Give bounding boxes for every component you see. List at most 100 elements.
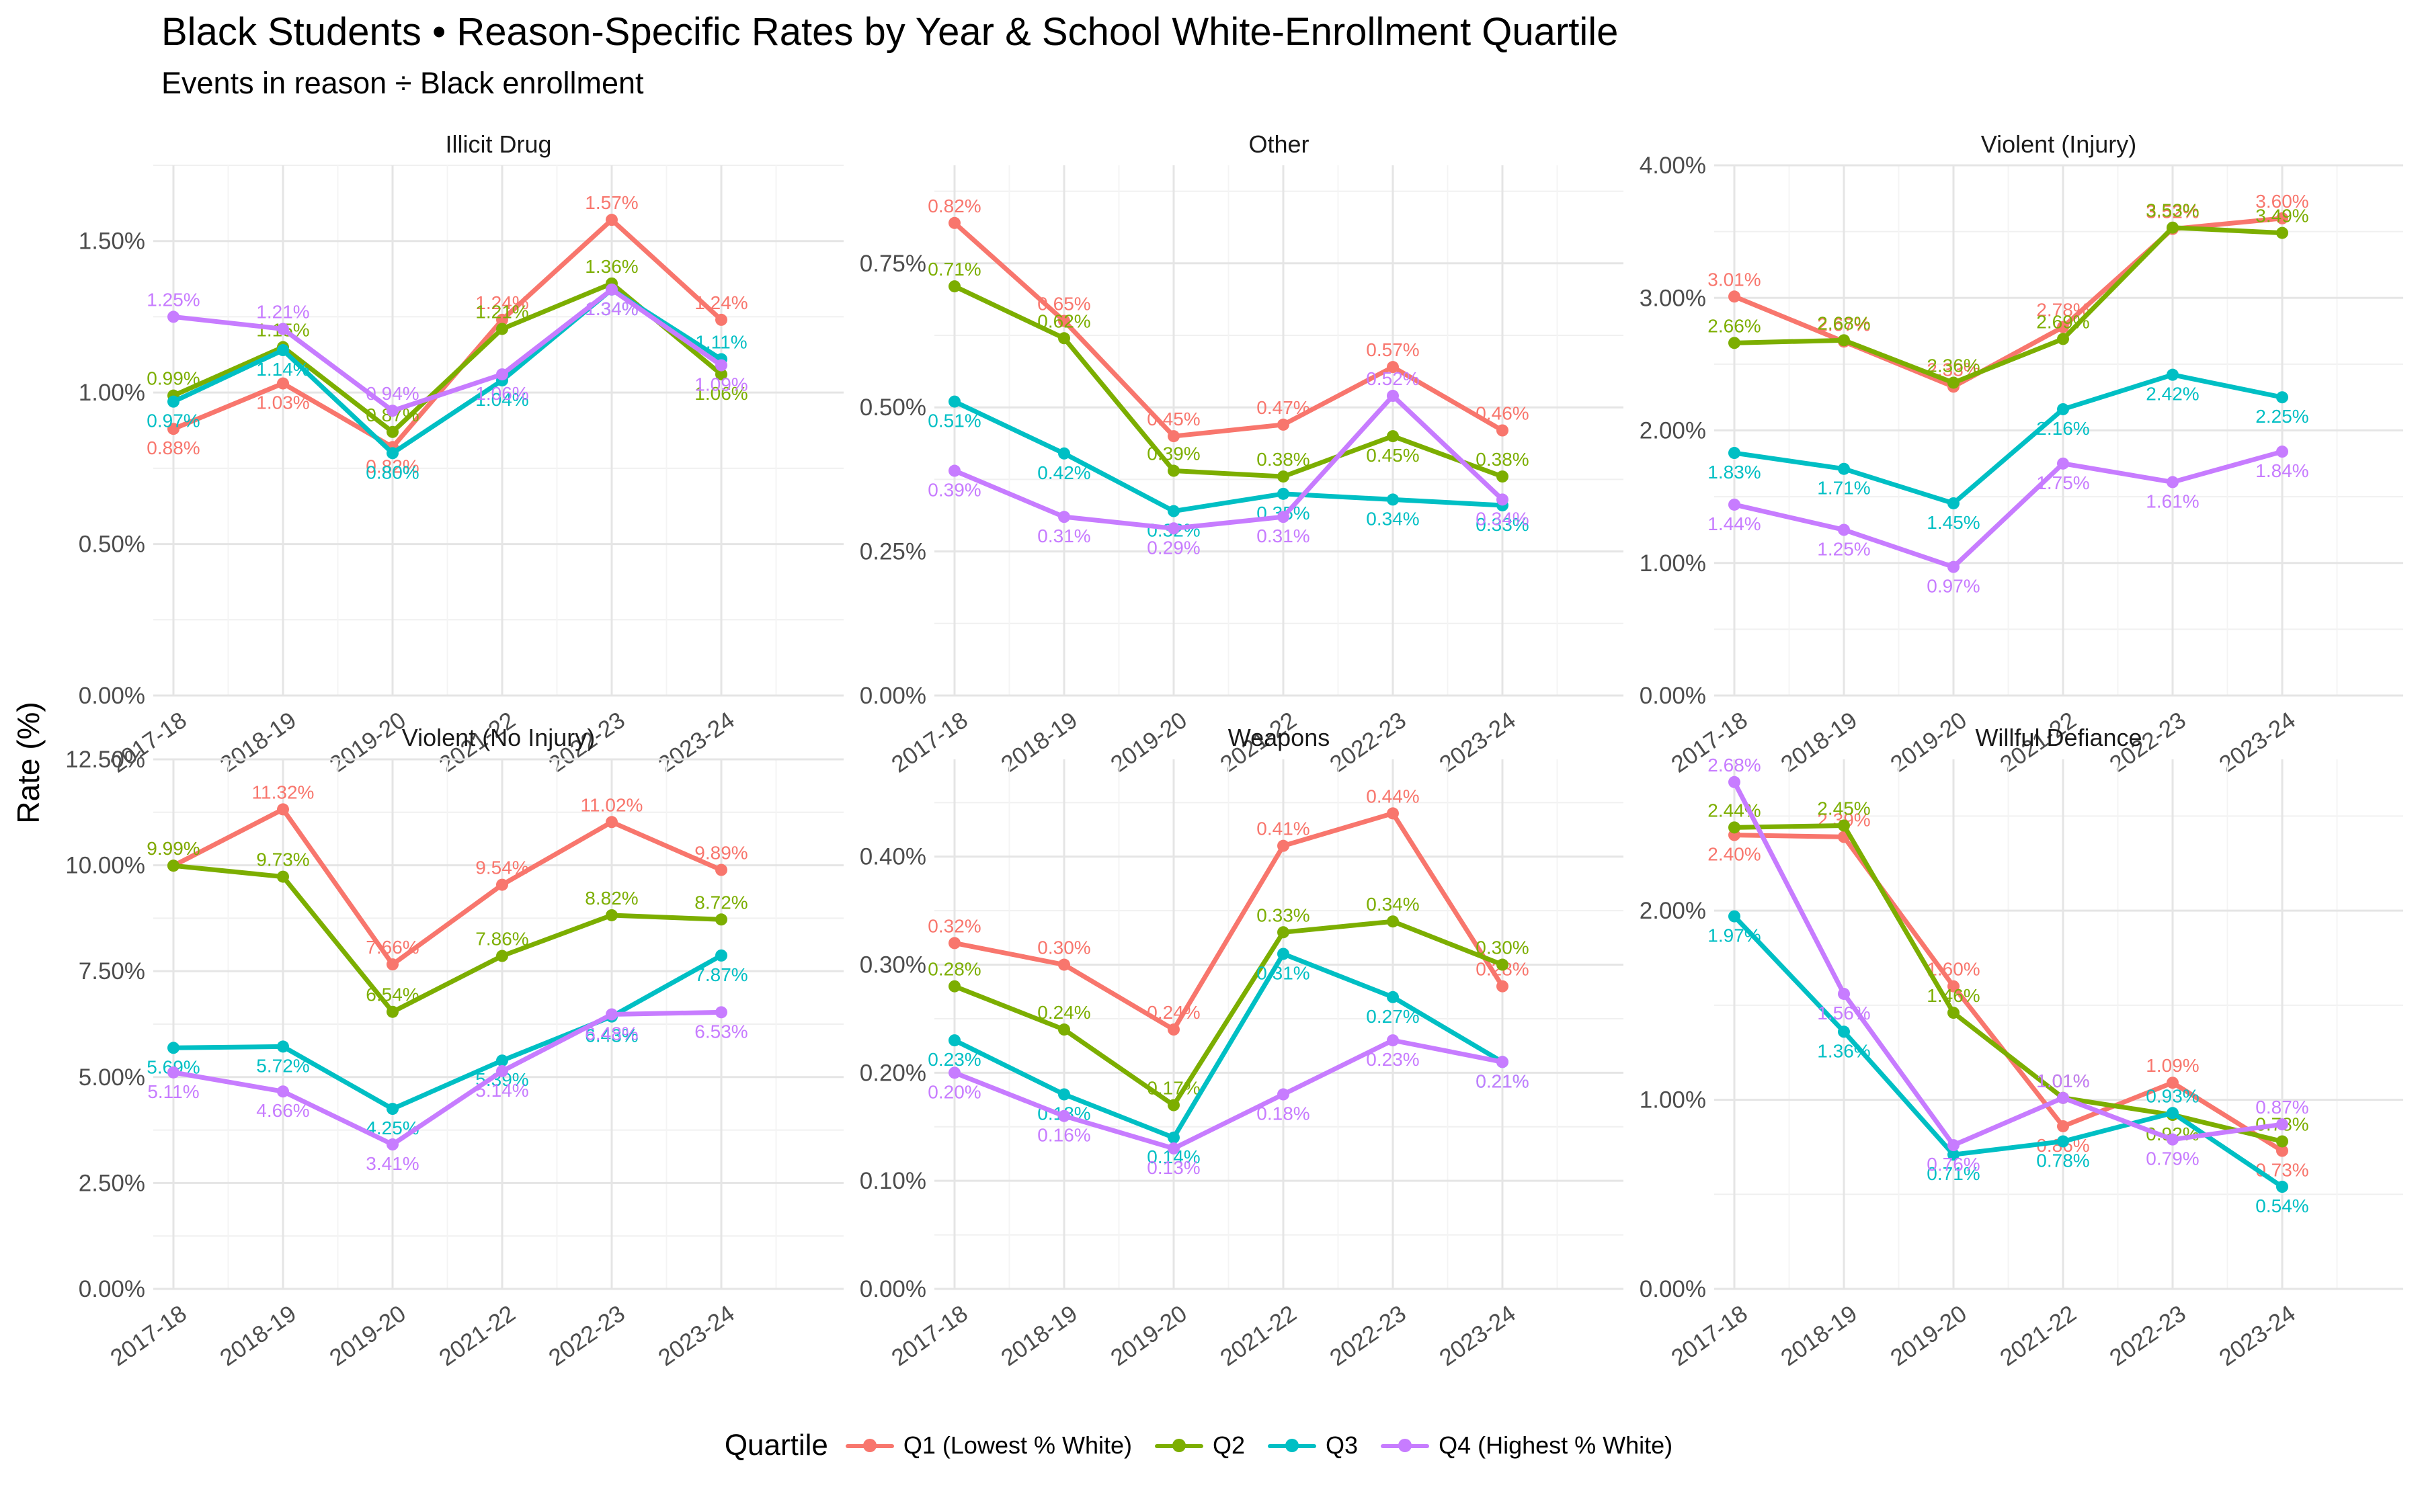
data-label-q3: 1.71% — [1817, 478, 1870, 499]
data-point-q3 — [949, 395, 961, 408]
series-line-q2-violent-injury — [1732, 225, 2285, 385]
y-tick-label: 1.00% — [1640, 550, 1706, 577]
data-point-q1 — [277, 803, 289, 816]
data-label-q1: 2.67% — [1817, 314, 1870, 335]
data-point-q4 — [277, 323, 289, 335]
data-label-q2: 0.30% — [1476, 937, 1529, 958]
data-label-q1: 0.46% — [1476, 403, 1529, 424]
data-point-q2 — [1947, 376, 1960, 389]
data-label-q4: 0.94% — [366, 383, 419, 404]
data-point-q4 — [1728, 775, 1740, 788]
data-label-q4: 1.34% — [585, 298, 638, 319]
data-label-q4: 1.09% — [694, 374, 748, 395]
data-label-q1: 0.24% — [1147, 1002, 1200, 1023]
data-label-q4: 0.39% — [928, 480, 981, 501]
x-tick-label: 2021-22 — [1215, 1300, 1301, 1372]
data-label-q1: 0.32% — [928, 915, 981, 936]
data-label-q2: 0.34% — [1366, 894, 1419, 915]
data-point-q4 — [2276, 446, 2288, 458]
series-line-q4-violent-injury — [1732, 449, 2285, 570]
legend-label-q4: Q4 (Highest % White) — [1439, 1431, 1673, 1459]
data-point-q4 — [1168, 1142, 1180, 1154]
data-label-q2: 0.17% — [1147, 1078, 1200, 1099]
y-tick-label: 0.00% — [79, 683, 145, 709]
data-point-q2 — [277, 870, 289, 883]
data-point-q3 — [1728, 447, 1740, 460]
data-point-q4 — [2167, 476, 2179, 489]
data-label-q1: 1.03% — [256, 392, 309, 413]
x-tick-label: 2023-24 — [2214, 1300, 2300, 1372]
series-line-q2-violent-no-injury — [171, 863, 724, 1015]
data-label-q4: 0.76% — [1927, 1154, 1980, 1175]
data-point-q1 — [2057, 321, 2069, 333]
y-axis-label: Rate (%) — [11, 702, 46, 823]
data-point-q3 — [1058, 1088, 1070, 1101]
data-point-q2 — [1496, 470, 1508, 483]
data-point-q3 — [167, 1042, 179, 1054]
data-point-q3 — [277, 1040, 289, 1053]
data-label-q2: 1.01% — [2036, 1070, 2089, 1091]
y-tick-label: 0.40% — [860, 844, 926, 870]
data-point-q3 — [1838, 462, 1850, 475]
data-point-q1 — [1168, 1023, 1180, 1036]
data-label-q4: 6.53% — [694, 1021, 748, 1042]
data-point-q1 — [2167, 1077, 2179, 1089]
data-point-q4 — [1947, 560, 1960, 573]
data-point-q2 — [2276, 226, 2288, 239]
data-point-q4 — [1838, 987, 1850, 1000]
data-point-q4 — [715, 359, 727, 372]
y-tick-label: 0.00% — [1640, 1276, 1706, 1302]
data-point-q1 — [949, 937, 961, 950]
data-label-q4: 0.87% — [2255, 1097, 2308, 1118]
data-point-q3 — [277, 344, 289, 357]
data-label-q1: 9.89% — [694, 843, 748, 864]
x-tick-label: 2017-18 — [887, 707, 973, 778]
data-label-q3: 2.16% — [2036, 418, 2089, 439]
data-point-q1 — [606, 816, 618, 829]
data-point-q1 — [2057, 1120, 2069, 1132]
data-label-q4: 1.06% — [475, 383, 528, 404]
x-tick-label: 2019-20 — [325, 1300, 411, 1372]
data-label-q4: 1.84% — [2255, 460, 2308, 481]
data-point-q4 — [606, 283, 618, 296]
data-label-q2: 0.24% — [1037, 1002, 1090, 1023]
y-tick-label: 4.00% — [1640, 153, 1706, 179]
data-label-q4: 0.21% — [1476, 1070, 1529, 1091]
x-tick-label: 2017-18 — [887, 1300, 973, 1372]
data-point-q3 — [1168, 1131, 1180, 1144]
data-point-q1 — [606, 214, 618, 226]
data-point-q2 — [606, 909, 618, 921]
data-label-q4: 5.11% — [147, 1081, 199, 1102]
panel-title-illicit-drug: Illicit Drug — [445, 130, 551, 158]
data-label-q1: 7.66% — [366, 937, 419, 958]
data-point-q1 — [277, 377, 289, 390]
data-point-q4 — [1496, 493, 1508, 506]
data-point-q3 — [387, 1103, 399, 1116]
data-point-q2 — [715, 913, 727, 926]
data-point-q1 — [1058, 958, 1070, 971]
y-tick-label: 12.50% — [65, 747, 145, 773]
data-label-q3: 1.83% — [1707, 462, 1761, 482]
y-tick-label: 0.20% — [860, 1060, 926, 1086]
data-point-q4 — [1058, 1109, 1070, 1122]
data-point-q4 — [1947, 1139, 1960, 1152]
data-point-q1 — [167, 423, 179, 435]
data-point-q2 — [496, 950, 508, 962]
data-point-q2 — [1728, 337, 1740, 349]
data-point-q2 — [2167, 221, 2179, 234]
data-point-q2 — [1277, 470, 1289, 483]
data-label-q1: 11.02% — [581, 794, 643, 815]
data-point-q1 — [1387, 807, 1399, 820]
data-label-q1: 1.24% — [475, 292, 528, 313]
data-point-q2 — [2057, 333, 2069, 345]
data-label-q2: 2.68% — [1817, 312, 1870, 333]
data-label-q4: 0.97% — [1927, 576, 1980, 597]
data-label-q3: 1.14% — [256, 359, 309, 380]
x-tick-label: 2022-23 — [2105, 1300, 2191, 1372]
data-label-q4: 0.16% — [1037, 1125, 1090, 1146]
data-label-q4: 1.75% — [2036, 472, 2089, 493]
data-label-q2: 1.21% — [475, 301, 528, 322]
x-tick-label: 2019-20 — [1106, 1300, 1192, 1372]
series-line-q3-violent-injury — [1732, 372, 2285, 506]
y-tick-label: 5.00% — [79, 1064, 145, 1091]
